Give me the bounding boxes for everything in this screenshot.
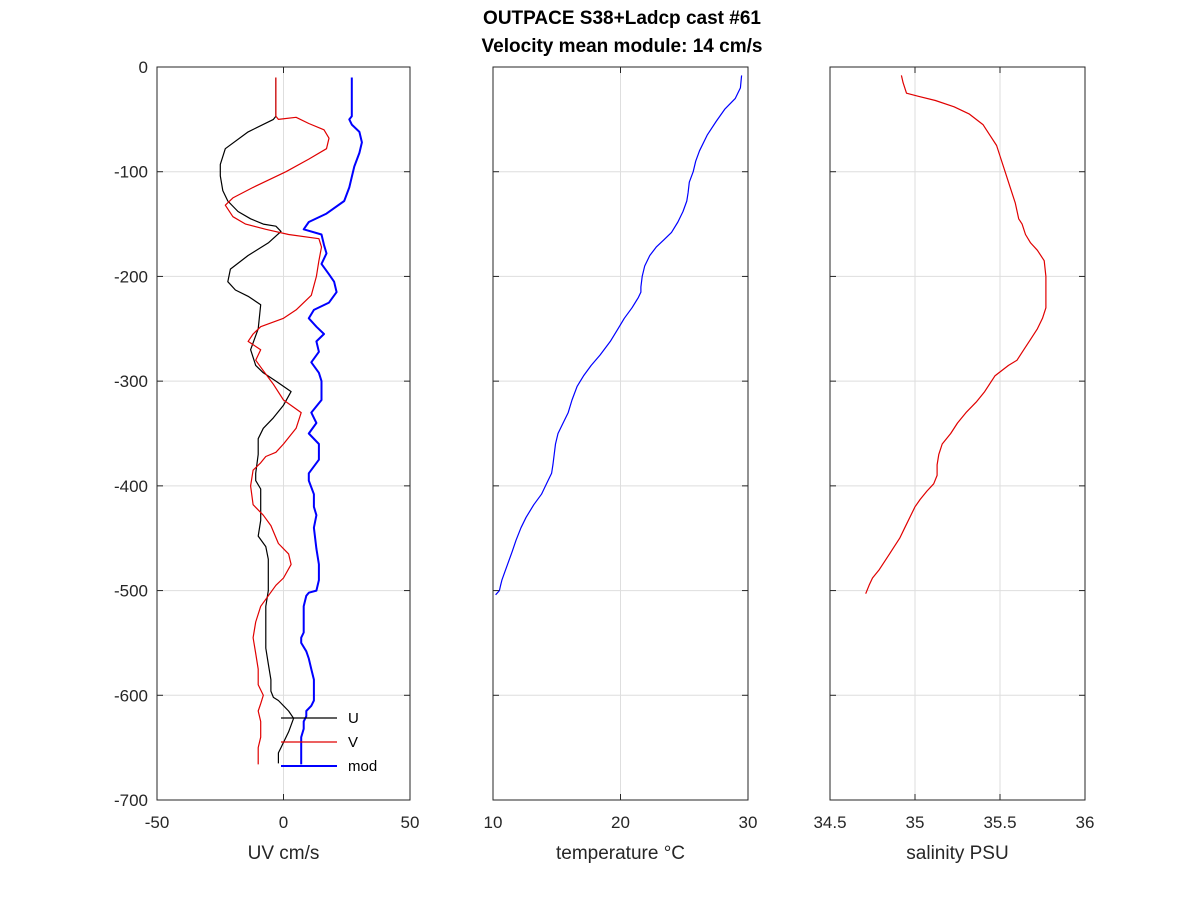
y-tick-label: -500	[114, 582, 148, 601]
y-tick-label: -200	[114, 267, 148, 286]
y-tick-label: -600	[114, 686, 148, 705]
legend-label-u: U	[348, 710, 359, 727]
y-tick-label: -700	[114, 791, 148, 810]
figure-title: OUTPACE S38+Ladcp cast #61	[483, 8, 761, 29]
x-tick-label: 10	[484, 813, 503, 832]
series-line-v	[224, 77, 330, 765]
axes-box	[829, 66, 1086, 801]
series-line-u	[219, 77, 295, 764]
x-tick-label: -50	[145, 813, 170, 832]
panel-2: 10 20 30 temperature °C	[484, 66, 758, 864]
legend-label-v: V	[348, 734, 358, 751]
x-tick-label: 34.5	[813, 813, 846, 832]
x-axis-label: salinity PSU	[906, 843, 1008, 864]
x-axis-label: temperature °C	[556, 843, 685, 864]
series-line-profile-2	[495, 75, 743, 596]
x-tick-label: 35.5	[983, 813, 1016, 832]
x-tick-label: 50	[401, 813, 420, 832]
series-line-profile-3	[865, 75, 1047, 594]
y-tick-label: 0	[139, 58, 148, 77]
panel-3: 34.5 35 35.5 36 salinity PSU	[813, 66, 1095, 864]
x-tick-label: 20	[611, 813, 630, 832]
x-tick-label: 30	[739, 813, 758, 832]
x-tick-label: 0	[279, 813, 288, 832]
legend-label-mod: mod	[348, 758, 377, 775]
y-tick-label: -300	[114, 372, 148, 391]
series-line-mod	[300, 77, 363, 765]
x-tick-label: 35	[906, 813, 925, 832]
figure-subtitle: Velocity mean module: 14 cm/s	[482, 36, 763, 57]
x-axis-label: UV cm/s	[248, 843, 320, 864]
y-tick-label: -400	[114, 477, 148, 496]
y-tick-label: -100	[114, 163, 148, 182]
x-tick-label: 36	[1076, 813, 1095, 832]
